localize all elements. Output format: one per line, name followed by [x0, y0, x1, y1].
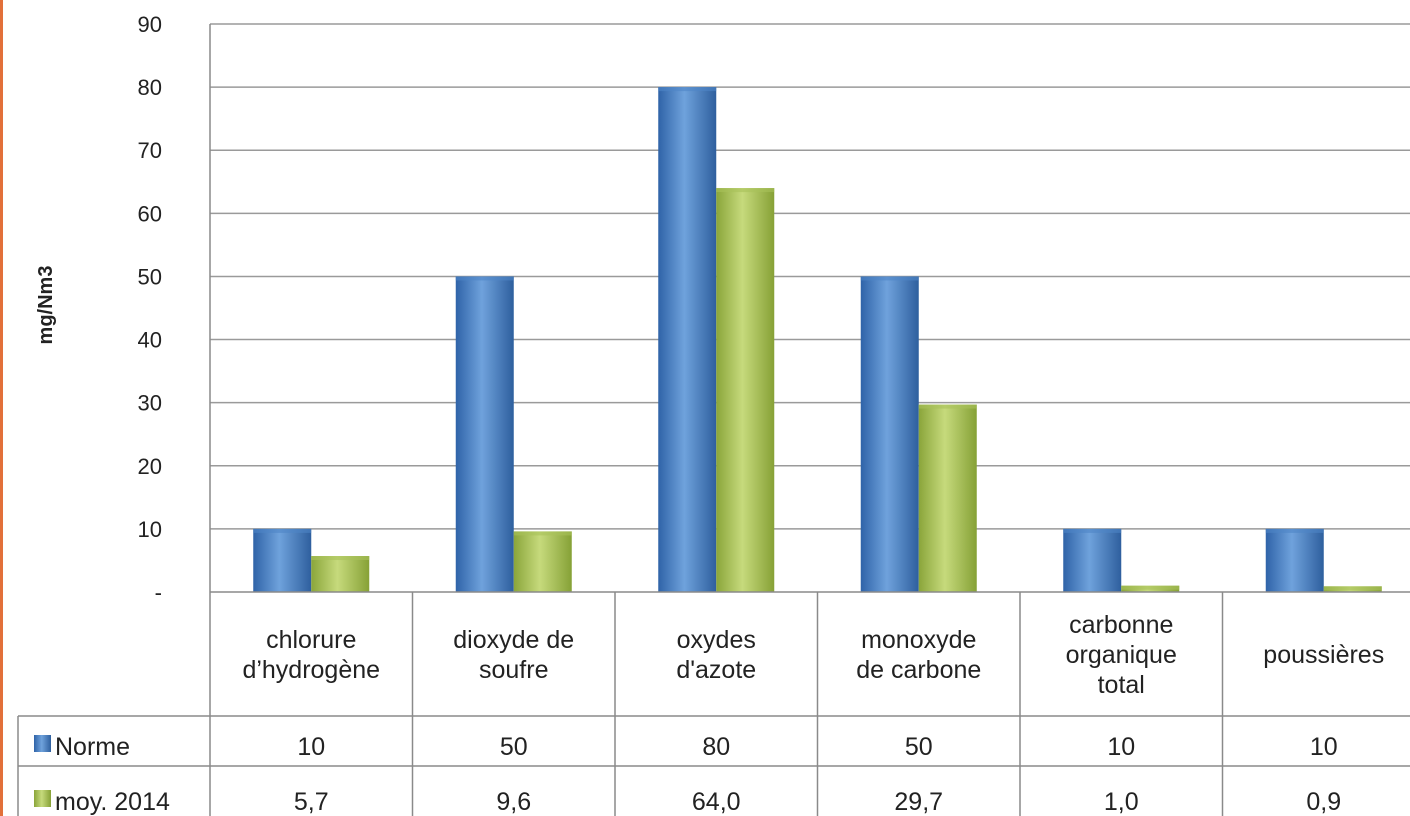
bar-cap: [1121, 585, 1180, 590]
bar-moy-2014: [513, 531, 572, 592]
y-tick-label: 80: [138, 75, 162, 100]
y-tick-label: 20: [138, 454, 162, 479]
category-label: organique: [1066, 641, 1177, 669]
data-table-value: 5,7: [294, 788, 329, 816]
bar-norme: [860, 276, 919, 592]
y-tick-label: 60: [138, 201, 162, 226]
legend-key-moy-2014: [34, 790, 51, 807]
bar-moy-2014: [716, 188, 775, 593]
y-tick-label: 50: [138, 264, 162, 289]
bar-norme: [455, 276, 514, 592]
category-label: d’hydrogène: [242, 656, 380, 684]
bars: [253, 87, 1382, 593]
data-table-value: 50: [905, 733, 933, 761]
data-table-value: 80: [702, 733, 730, 761]
data-table-value: 10: [297, 733, 325, 761]
category-label: poussières: [1263, 641, 1384, 669]
category-label: d'azote: [676, 656, 756, 684]
y-tick-label: 10: [138, 517, 162, 542]
data-table-value: 0,9: [1306, 788, 1341, 816]
legend-key-norme: [34, 735, 51, 752]
data-table-value: 10: [1107, 733, 1135, 761]
bar-norme: [658, 87, 717, 592]
bar-cap: [1323, 586, 1382, 591]
bar-moy-2014: [918, 404, 977, 592]
bar-norme: [253, 528, 312, 592]
y-axis: - 10 20 30 40 50 60 70 80 90: [138, 12, 211, 605]
data-table-value: 50: [500, 733, 528, 761]
bar-cap: [1063, 528, 1122, 533]
bar-norme: [1063, 528, 1122, 592]
category-label: dioxyde de: [453, 626, 574, 654]
bar-cap: [860, 276, 919, 281]
data-table-value: 1,0: [1104, 788, 1139, 816]
bar-cap: [455, 276, 514, 281]
bar-moy-2014: [311, 556, 370, 592]
data-table-value: 9,6: [496, 788, 531, 816]
bar-cap: [918, 404, 977, 409]
y-tick-label: 90: [138, 12, 162, 37]
data-table-value: 64,0: [692, 788, 741, 816]
bar-cap: [658, 87, 717, 92]
category-label: soufre: [479, 656, 548, 684]
y-axis-label: mg/Nm3: [35, 266, 57, 345]
y-tick-label: 40: [138, 328, 162, 353]
y-tick-label: 70: [138, 138, 162, 163]
y-tick-label: 30: [138, 391, 162, 416]
page-left-border: [0, 0, 3, 816]
y-tick-label: -: [155, 580, 162, 605]
category-label: de carbone: [856, 656, 981, 684]
bar-cap: [1265, 528, 1324, 533]
category-label: total: [1098, 671, 1145, 699]
data-table-value: 29,7: [894, 788, 943, 816]
bar-cap: [311, 556, 370, 561]
category-label: oxydes: [677, 626, 756, 654]
category-label: carbonne: [1069, 611, 1173, 639]
legend-series-name: Norme: [55, 733, 130, 761]
legend-series-name: moy. 2014: [55, 788, 170, 816]
bar-cap: [513, 531, 572, 536]
data-table-value: 10: [1310, 733, 1338, 761]
bar-cap: [253, 528, 312, 533]
gridlines: [210, 23, 1410, 530]
bar-norme: [1265, 528, 1324, 592]
category-label: chlorure: [266, 626, 356, 654]
category-label: monoxyde: [861, 626, 976, 654]
bar-cap: [716, 188, 775, 193]
